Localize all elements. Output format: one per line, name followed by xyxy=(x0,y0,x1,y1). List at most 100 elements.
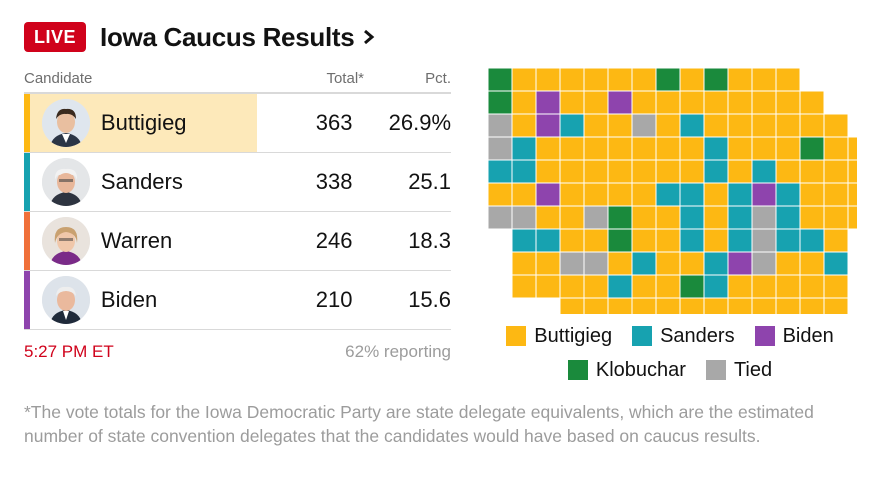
county[interactable] xyxy=(607,228,633,253)
county[interactable] xyxy=(487,67,513,92)
county[interactable] xyxy=(631,90,657,115)
county[interactable] xyxy=(775,159,801,184)
county[interactable] xyxy=(751,228,777,253)
county[interactable] xyxy=(679,113,705,138)
county[interactable] xyxy=(607,136,633,161)
county[interactable] xyxy=(751,159,777,184)
county[interactable] xyxy=(631,297,657,322)
county[interactable] xyxy=(631,159,657,184)
county[interactable] xyxy=(607,90,633,115)
county[interactable] xyxy=(799,274,825,299)
county[interactable] xyxy=(727,159,753,184)
county[interactable] xyxy=(847,159,873,184)
county[interactable] xyxy=(703,182,729,207)
county[interactable] xyxy=(727,136,753,161)
county[interactable] xyxy=(535,251,561,276)
county[interactable] xyxy=(487,136,513,161)
county[interactable] xyxy=(799,205,825,230)
county[interactable] xyxy=(487,205,513,230)
county[interactable] xyxy=(847,182,873,207)
county[interactable] xyxy=(679,205,705,230)
county[interactable] xyxy=(751,251,777,276)
county[interactable] xyxy=(631,228,657,253)
county[interactable] xyxy=(583,297,609,322)
county[interactable] xyxy=(823,228,849,253)
county[interactable] xyxy=(655,113,681,138)
county[interactable] xyxy=(727,113,753,138)
county[interactable] xyxy=(655,67,681,92)
county[interactable] xyxy=(751,274,777,299)
county[interactable] xyxy=(679,274,705,299)
county[interactable] xyxy=(751,67,777,92)
candidate-row-sanders[interactable]: Sanders 338 25.1 xyxy=(24,153,451,212)
county[interactable] xyxy=(679,228,705,253)
county[interactable] xyxy=(511,274,537,299)
county[interactable] xyxy=(631,251,657,276)
county[interactable] xyxy=(583,182,609,207)
county[interactable] xyxy=(703,67,729,92)
county[interactable] xyxy=(775,251,801,276)
county[interactable] xyxy=(487,113,513,138)
county[interactable] xyxy=(559,205,585,230)
county[interactable] xyxy=(727,251,753,276)
county[interactable] xyxy=(703,90,729,115)
county[interactable] xyxy=(511,182,537,207)
county[interactable] xyxy=(511,228,537,253)
county[interactable] xyxy=(727,274,753,299)
county[interactable] xyxy=(775,205,801,230)
county[interactable] xyxy=(535,90,561,115)
county[interactable] xyxy=(799,90,825,115)
county[interactable] xyxy=(751,182,777,207)
county[interactable] xyxy=(559,274,585,299)
county[interactable] xyxy=(655,90,681,115)
county[interactable] xyxy=(487,159,513,184)
county[interactable] xyxy=(631,182,657,207)
county[interactable] xyxy=(751,113,777,138)
county[interactable] xyxy=(679,182,705,207)
county[interactable] xyxy=(511,136,537,161)
county[interactable] xyxy=(535,205,561,230)
county[interactable] xyxy=(607,113,633,138)
county[interactable] xyxy=(511,205,537,230)
county[interactable] xyxy=(679,251,705,276)
county[interactable] xyxy=(535,136,561,161)
county[interactable] xyxy=(607,297,633,322)
county[interactable] xyxy=(703,136,729,161)
iowa-county-map[interactable] xyxy=(482,64,886,322)
county[interactable] xyxy=(511,251,537,276)
county[interactable] xyxy=(847,136,873,161)
county[interactable] xyxy=(655,159,681,184)
county[interactable] xyxy=(511,113,537,138)
county[interactable] xyxy=(775,274,801,299)
county[interactable] xyxy=(559,90,585,115)
county[interactable] xyxy=(559,67,585,92)
county[interactable] xyxy=(535,113,561,138)
county[interactable] xyxy=(823,113,849,138)
county[interactable] xyxy=(607,274,633,299)
county[interactable] xyxy=(823,251,849,276)
county[interactable] xyxy=(727,90,753,115)
county[interactable] xyxy=(823,182,849,207)
county[interactable] xyxy=(583,67,609,92)
county[interactable] xyxy=(703,159,729,184)
county[interactable] xyxy=(631,113,657,138)
county[interactable] xyxy=(823,205,849,230)
candidate-row-biden[interactable]: Biden 210 15.6 xyxy=(24,271,451,330)
county[interactable] xyxy=(679,159,705,184)
county[interactable] xyxy=(559,113,585,138)
county[interactable] xyxy=(727,228,753,253)
county[interactable] xyxy=(799,182,825,207)
county[interactable] xyxy=(655,136,681,161)
county[interactable] xyxy=(535,228,561,253)
county[interactable] xyxy=(799,136,825,161)
county[interactable] xyxy=(751,205,777,230)
county[interactable] xyxy=(799,228,825,253)
county[interactable] xyxy=(535,274,561,299)
county[interactable] xyxy=(631,274,657,299)
county[interactable] xyxy=(823,274,849,299)
county[interactable] xyxy=(487,182,513,207)
county[interactable] xyxy=(607,67,633,92)
county[interactable] xyxy=(559,136,585,161)
county[interactable] xyxy=(775,136,801,161)
county[interactable] xyxy=(511,90,537,115)
